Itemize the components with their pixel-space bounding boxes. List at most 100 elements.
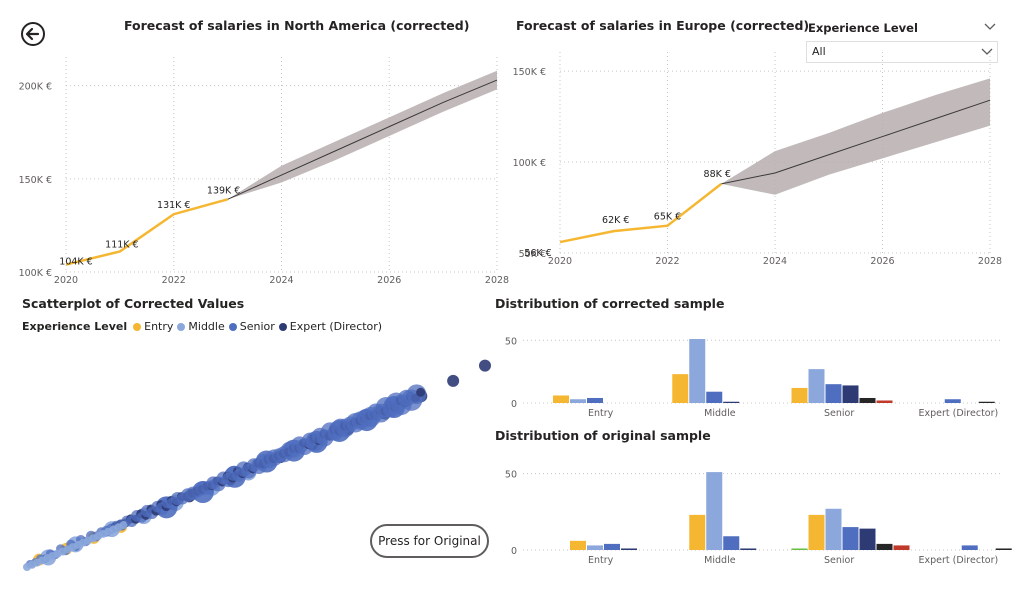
- na-forecast-chart[interactable]: 100K € 150K € 200K € 2020 2022 2024 2026 2028 10…: [0, 40, 510, 290]
- category-label: Senior: [824, 555, 854, 566]
- original-dist-title: Distribution of original sample: [495, 428, 711, 443]
- data-label: 88K €: [704, 169, 731, 180]
- y-tick-label: 100K €: [513, 158, 546, 169]
- category-label: Entry: [588, 555, 614, 566]
- bar: [995, 548, 1012, 550]
- bar: [961, 545, 978, 550]
- x-tick-label: 2024: [269, 275, 293, 286]
- scatter-point: [447, 374, 460, 387]
- forecast-band: [721, 78, 990, 195]
- y-tick-label: 100K €: [19, 268, 52, 279]
- forecast-line: [227, 79, 498, 200]
- y-tick-label: 150K €: [513, 67, 546, 78]
- back-button[interactable]: [20, 21, 46, 47]
- bar: [859, 397, 876, 403]
- slicer-header[interactable]: Experience Level: [806, 16, 998, 40]
- corrected-dist-chart[interactable]: 0 50 Entry Middle Senior Expert (Director): [495, 316, 1015, 424]
- category-label: Entry: [588, 408, 614, 419]
- x-tick-label: 2028: [978, 256, 1002, 267]
- bar: [978, 401, 995, 403]
- legend-label: Senior: [239, 320, 275, 333]
- experience-level-dropdown[interactable]: All: [806, 41, 998, 63]
- legend-item-senior[interactable]: Senior: [228, 320, 275, 333]
- data-label: 131K €: [157, 200, 190, 211]
- bar: [621, 548, 637, 550]
- category-label: Middle: [704, 555, 736, 566]
- eu-forecast-chart[interactable]: 50K € 100K € 150K € 2020 2022 2024 2026 2028 56K…: [505, 40, 1015, 290]
- actual-line: [559, 182, 723, 244]
- x-tick-label: 2026: [870, 256, 894, 267]
- category-label: Senior: [824, 408, 854, 419]
- bar: [876, 543, 893, 550]
- bar: [570, 540, 586, 550]
- y-tick-label: 0: [511, 546, 517, 557]
- bar: [791, 387, 808, 403]
- bar: [876, 400, 893, 403]
- bar: [859, 528, 876, 550]
- data-label: 65K €: [654, 212, 681, 223]
- data-label: 111K €: [105, 240, 138, 251]
- legend-item-entry[interactable]: Entry: [133, 320, 173, 333]
- bar: [553, 395, 569, 403]
- legend-label: Expert (Director): [289, 320, 383, 333]
- y-tick-label: 200K €: [19, 82, 52, 93]
- data-label: 56K €: [524, 248, 551, 259]
- bar: [706, 472, 723, 550]
- slicer-selected-value: All: [812, 45, 826, 58]
- scatter-point: [119, 521, 128, 530]
- bar: [587, 397, 603, 403]
- bar: [893, 545, 910, 550]
- y-tick-label: 50: [505, 470, 517, 481]
- data-label: 139K €: [207, 185, 240, 196]
- category-label: Expert (Director): [919, 555, 999, 566]
- data-label: 62K €: [602, 215, 629, 226]
- bar: [604, 543, 620, 550]
- legend-title: Experience Level: [22, 320, 128, 333]
- bar: [825, 508, 842, 550]
- bar: [672, 374, 689, 403]
- bar: [791, 548, 808, 550]
- bar: [944, 399, 961, 403]
- x-tick-label: 2028: [485, 275, 509, 286]
- bar: [723, 401, 740, 403]
- bar: [587, 545, 603, 550]
- scatter-title: Scatterplot of Corrected Values: [22, 296, 245, 311]
- category-label: Expert (Director): [919, 408, 999, 419]
- press-for-original-button[interactable]: Press for Original: [370, 524, 489, 558]
- actual-line: [65, 198, 228, 266]
- legend-label: Middle: [188, 320, 225, 333]
- bar: [842, 385, 859, 403]
- bar: [808, 369, 825, 403]
- x-tick-label: 2020: [548, 256, 572, 267]
- legend-label: Entry: [144, 320, 174, 333]
- bar: [808, 514, 825, 550]
- press-for-original-label: Press for Original: [378, 534, 481, 548]
- legend-dot: [278, 322, 287, 331]
- x-tick-label: 2022: [162, 275, 186, 286]
- bar: [740, 548, 757, 550]
- category-label: Middle: [704, 408, 736, 419]
- y-tick-label: 50K €: [519, 249, 546, 260]
- chevron-down-icon: [981, 48, 993, 55]
- original-dist-chart[interactable]: 0 50 Entry Middle Senior Expert (Director): [495, 448, 1015, 568]
- scatter-chart[interactable]: [0, 336, 495, 592]
- back-arrow-icon: [21, 22, 45, 46]
- experience-level-slicer: Experience Level All: [806, 16, 998, 63]
- x-tick-label: 2022: [655, 256, 679, 267]
- slicer-title: Experience Level: [808, 21, 918, 35]
- legend-item-middle[interactable]: Middle: [177, 320, 225, 333]
- scatter-point: [479, 359, 491, 372]
- scatter-legend: Experience Level Entry Middle Senior Exp…: [22, 320, 386, 333]
- forecast-band: [227, 70, 497, 200]
- chevron-down-icon: [984, 23, 996, 30]
- x-tick-label: 2024: [763, 256, 787, 267]
- bar: [570, 399, 586, 403]
- bar: [689, 514, 706, 550]
- bar: [689, 339, 706, 403]
- eu-forecast-title: Forecast of salaries in Europe (correcte…: [516, 18, 810, 33]
- legend-item-expert[interactable]: Expert (Director): [278, 320, 383, 333]
- y-tick-label: 50: [505, 336, 517, 347]
- legend-dot: [177, 322, 186, 331]
- scatter-point: [416, 387, 426, 397]
- bar: [723, 536, 740, 550]
